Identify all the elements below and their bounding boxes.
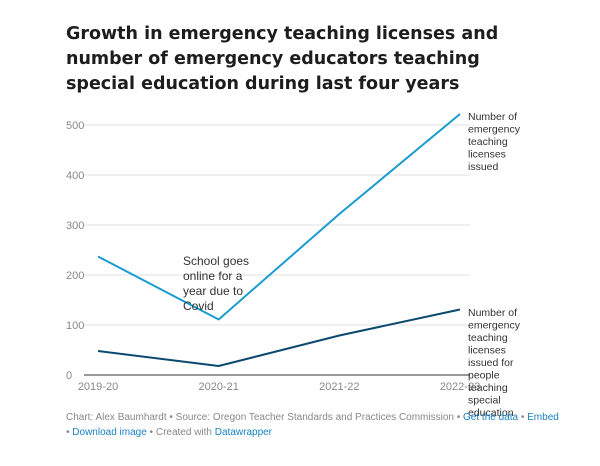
created-with-text: Created with <box>155 427 215 438</box>
gridlines <box>84 124 470 376</box>
y-tick-label: 200 <box>66 270 84 282</box>
separator: • <box>166 412 176 423</box>
x-tick-label: 2022-23 <box>440 381 480 393</box>
x-tick-label: 2021-22 <box>319 381 359 393</box>
source-text: Source: Oregon Teacher Standards and Pra… <box>175 412 454 423</box>
byline: Chart: Alex Baumhardt <box>66 412 167 423</box>
y-axis-ticks: 0 100 200 300 400 500 <box>66 120 84 382</box>
separator: • <box>146 427 156 438</box>
separator: • <box>453 412 464 423</box>
x-axis-ticks: 2019-20 2020-21 2021-22 2022-23 <box>78 381 480 393</box>
series-line <box>97 113 461 321</box>
y-tick-label: 100 <box>66 320 84 332</box>
embed-link[interactable]: Embed <box>527 412 559 423</box>
chart-footer: Chart: Alex Baumhardt • Source: Oregon T… <box>66 410 586 440</box>
covid-annotation: School goes online for a year due to Covid <box>183 254 249 313</box>
series-label: Number of emergency teaching licenses issued <box>468 111 521 173</box>
x-tick-label: 2019-20 <box>78 381 118 393</box>
separator: • <box>518 412 528 423</box>
y-tick-label: 400 <box>66 170 84 182</box>
series-labels: Number of emergency teaching licenses issued… <box>468 111 521 419</box>
get-data-link[interactable]: Get the data <box>463 412 519 423</box>
datawrapper-link[interactable]: Datawrapper <box>214 427 273 438</box>
x-tick-label: 2020-21 <box>198 381 238 393</box>
series-lines <box>97 113 461 367</box>
annotation: School goes online for a year due to Covid <box>183 254 249 313</box>
series-line <box>97 308 461 367</box>
y-tick-label: 0 <box>66 370 72 382</box>
separator: • <box>66 427 73 438</box>
chart-title: Growth in emergency teaching licenses an… <box>66 24 499 94</box>
y-tick-label: 300 <box>66 220 84 232</box>
download-image-link[interactable]: Download image <box>72 427 147 438</box>
y-tick-label: 500 <box>66 120 84 132</box>
series-label: Number of emergency teaching licenses issued… <box>468 307 521 419</box>
